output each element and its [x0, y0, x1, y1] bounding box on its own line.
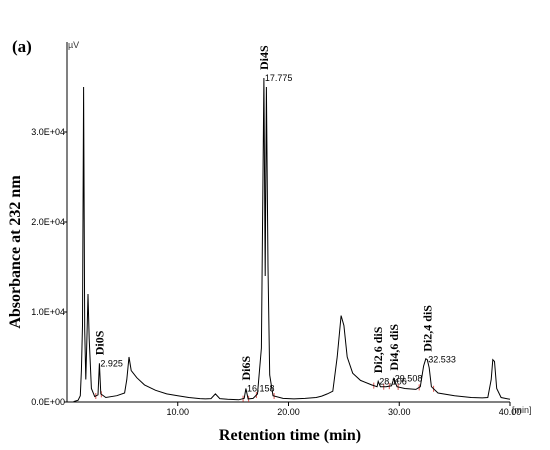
x-tick-label: 40.00	[499, 407, 522, 417]
retention-time-label: 17.775	[265, 73, 293, 83]
x-tick-label: 10.00	[166, 407, 189, 417]
x-tick-label: 30.00	[388, 407, 411, 417]
axes	[66, 42, 510, 403]
retention-time-label: 28.106	[379, 376, 407, 386]
retention-time-label: 32.533	[428, 355, 456, 365]
peak-label: Di6S	[239, 356, 253, 381]
retention-time-label: 29.508	[395, 374, 423, 384]
retention-time-label: 2.925	[100, 358, 123, 368]
panel-label: (a)	[12, 37, 32, 56]
tick-group: 10.00 20.00 30.00 40.00 0.0E+00 1.0E+04 2.0E+0…	[31, 127, 521, 417]
y-tick-label: 2.0E+04	[31, 217, 65, 227]
y-axis-title: Absorbance at 232 nm	[7, 175, 24, 329]
x-unit-label: [min]	[512, 405, 532, 415]
peak-label: Di4S	[257, 45, 271, 70]
retention-time-label: 16.158	[247, 384, 275, 394]
peak-name-labels: Di0S Di6S Di4S Di2,6 diS Di4,6 diS Di2,4 diS	[92, 45, 434, 381]
x-tick-label: 20.00	[277, 407, 300, 417]
peak-label: Di4,6 diS	[387, 324, 401, 371]
chromatogram-trace	[73, 77, 511, 403]
y-tick-label: 1.0E+04	[31, 307, 65, 317]
y-tick-label: 0.0E+00	[31, 397, 65, 407]
x-axis-title: Retention time (min)	[219, 427, 361, 444]
peak-label: Di2,4 diS	[420, 305, 434, 352]
y-tick-label: 3.0E+04	[31, 127, 65, 137]
peak-label: Di2,6 diS	[371, 326, 385, 373]
peak-label: Di0S	[92, 330, 106, 355]
y-unit-label: µV	[68, 40, 79, 50]
